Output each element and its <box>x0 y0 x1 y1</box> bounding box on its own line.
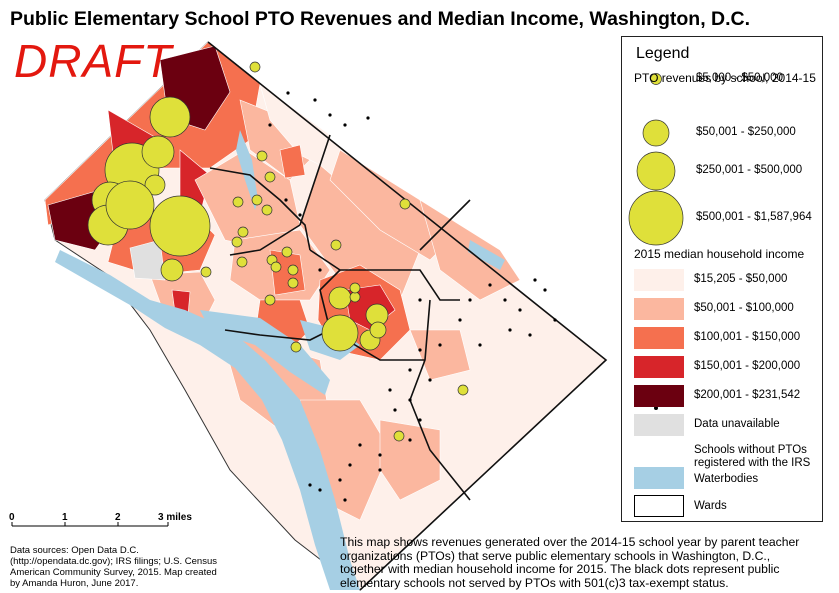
map-title: Public Elementary School PTO Revenues an… <box>10 8 751 30</box>
scale-tick-1: 1 <box>62 512 68 523</box>
income-label-2: $50,001 - $100,000 <box>694 302 794 314</box>
scale-tick-0: 0 <box>9 512 15 523</box>
income-swatch-3 <box>634 327 684 349</box>
scale-unit-label: 3 miles <box>158 512 192 523</box>
scale-bar <box>11 522 169 527</box>
water-swatch <box>634 467 684 489</box>
income-label-5: $200,001 - $231,542 <box>694 389 801 401</box>
legend-pto-medium-label: $50,001 - $250,000 <box>696 126 796 138</box>
map-description: This map shows revenues generated over t… <box>340 535 800 590</box>
no-pto-label-line2: registered with the IRS <box>694 457 811 469</box>
water-label: Waterbodies <box>694 473 759 485</box>
legend-pto-small-label: $5,000 - $50,000 <box>696 72 783 84</box>
no-pto-label-line1: Schools without PTOs <box>694 444 807 456</box>
legend: Legend PTO revenues by school, 2014-15 $… <box>621 36 823 522</box>
income-swatch-4 <box>634 356 684 378</box>
income-label-1: $15,205 - $50,000 <box>694 273 788 285</box>
scale-tick-2: 2 <box>115 512 121 523</box>
wards-label: Wards <box>694 500 727 512</box>
income-label-3: $100,001 - $150,000 <box>694 331 801 343</box>
income-swatch-1 <box>634 269 684 291</box>
schools-without-pto <box>268 91 557 502</box>
legend-pto-heading: PTO revenues by school, 2014-15 <box>634 71 816 85</box>
legend-income-heading: 2015 median household income <box>634 247 805 261</box>
legend-symbols <box>628 73 684 410</box>
unavailable-label: Data unavailable <box>694 418 780 430</box>
unavailable-swatch <box>634 414 684 436</box>
legend-pto-large-label: $250,001 - $500,000 <box>696 164 803 176</box>
data-sources: Data sources: Open Data D.C. (http://ope… <box>10 545 217 589</box>
wards-swatch <box>634 495 684 517</box>
income-swatch-5 <box>634 385 684 407</box>
legend-title: Legend <box>636 45 690 62</box>
income-label-4: $150,001 - $200,000 <box>694 360 801 372</box>
pto-circles <box>87 61 469 442</box>
income-swatch-2 <box>634 298 684 320</box>
draft-watermark: DRAFT <box>14 35 173 87</box>
legend-pto-xlarge-label: $500,001 - $1,587,964 <box>696 211 812 223</box>
